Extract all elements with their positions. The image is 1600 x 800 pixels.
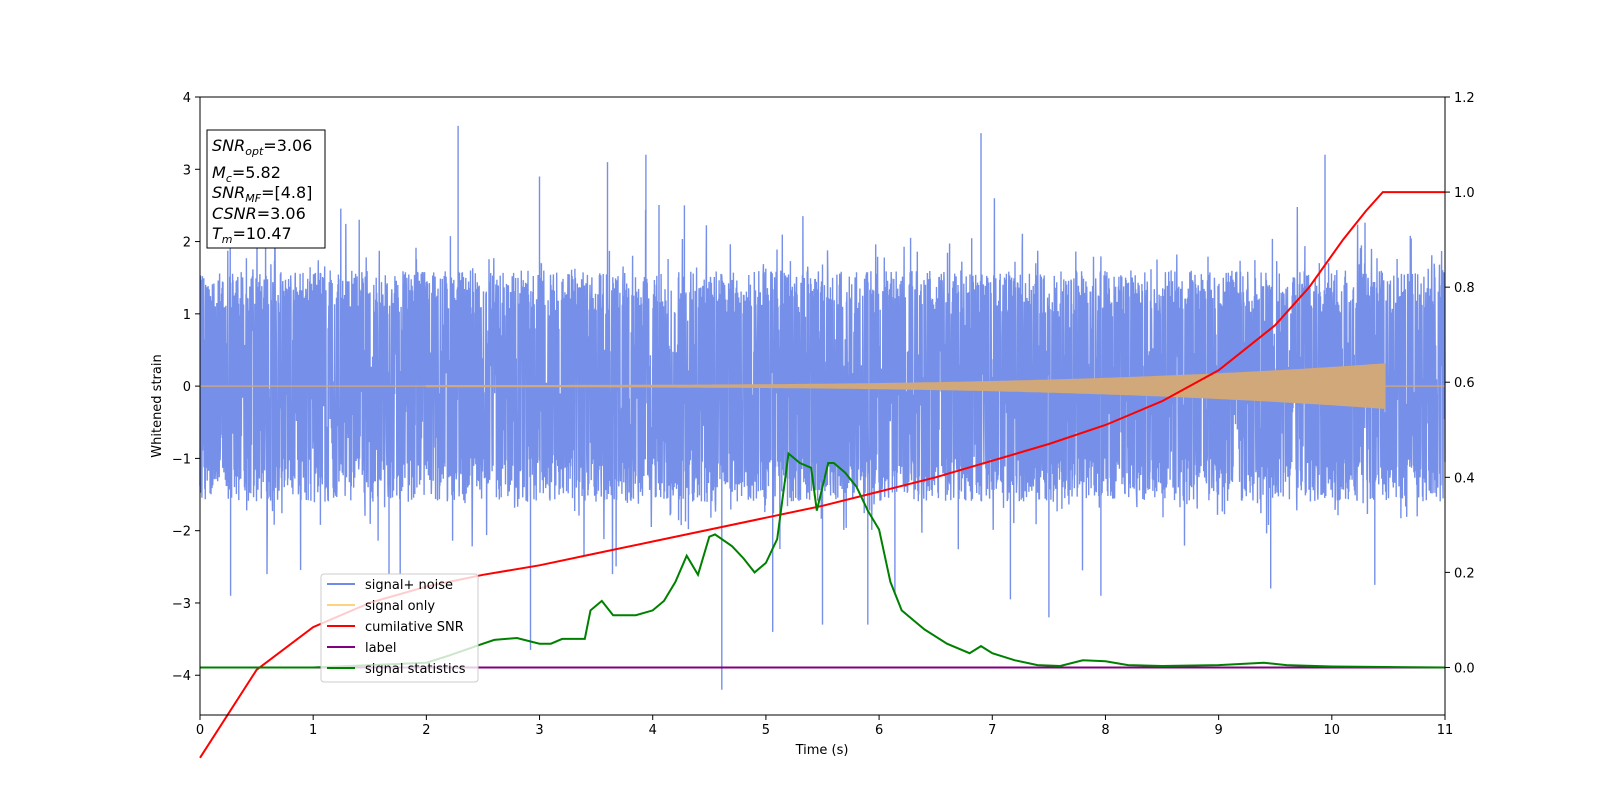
metrics-box-frame [206, 129, 326, 249]
axes-frame [199, 96, 1446, 716]
y-axis-label: Whitened strain [150, 354, 165, 457]
x-tick-label: 6 [875, 723, 883, 738]
x-tick-label: 1 [309, 723, 317, 738]
x-tick-label: 2 [422, 723, 430, 738]
y-tick-label: 0 [183, 380, 191, 395]
mc-text: Mc=5.82 [212, 163, 281, 185]
y2-tick-label: 1.0 [1454, 186, 1475, 201]
x-tick-label: 4 [649, 723, 657, 738]
csnr-text: CSNR=3.06 [212, 204, 306, 223]
y2-tick-label: 1.2 [1454, 91, 1475, 106]
x-tick-label: 7 [988, 723, 996, 738]
y2-tick-label: 0.0 [1454, 661, 1475, 676]
x-tick-label: 0 [196, 723, 204, 738]
x-tick-label: 10 [1324, 723, 1341, 738]
y-axis-right: 1.2 1.0 0.8 0.6 0.4 0.2 0.0 [1445, 91, 1475, 676]
y-tick-label: 4 [183, 91, 191, 106]
y2-tick-label: 0.6 [1454, 376, 1475, 391]
legend-label-signal-noise: signal+ noise [365, 578, 453, 593]
legend-label-label: label [365, 641, 396, 656]
y-tick-label: −2 [172, 525, 191, 540]
signal-only-chirp [426, 363, 1386, 409]
legend: signal+ noise signal only cumilative SNR… [320, 573, 479, 683]
y-tick-label: −1 [172, 452, 191, 467]
x-tick-label: 5 [762, 723, 770, 738]
y-tick-label: 2 [183, 236, 191, 251]
signal-statistics-line [200, 451, 1446, 669]
y-tick-label: 1 [183, 308, 191, 323]
x-tick-label: 8 [1101, 723, 1109, 738]
snr-opt-text: SNRopt=3.06 [212, 136, 312, 158]
y-axis-left: 4 3 2 1 0 −1 −2 −3 −4 [172, 91, 200, 684]
snr-mf-text: SNRMF=[4.8] [212, 183, 312, 205]
x-tick-label: 11 [1437, 723, 1454, 738]
legend-label-signal-only: signal only [365, 599, 435, 614]
legend-label-signal-statistics: signal statistics [365, 662, 466, 677]
y-tick-label: −3 [172, 597, 191, 612]
legend-frame [320, 573, 479, 683]
y-tick-label: −4 [172, 669, 191, 684]
y-tick-label: 3 [183, 163, 191, 178]
y2-tick-label: 0.2 [1454, 566, 1475, 581]
signal-only-series [200, 363, 1445, 409]
x-tick-label: 9 [1214, 723, 1222, 738]
y2-tick-label: 0.4 [1454, 471, 1475, 486]
legend-label-cumulative-snr: cumilative SNR [365, 620, 464, 635]
metrics-annotation-box: SNRopt=3.06 Mc=5.82 SNRMF=[4.8] CSNR=3.0… [206, 129, 326, 249]
tm-text: Tm=10.47 [212, 224, 292, 246]
x-axis: 0 1 2 3 4 5 6 7 8 9 10 11 [196, 715, 1453, 738]
x-axis-label: Time (s) [795, 743, 849, 758]
y2-tick-label: 0.8 [1454, 281, 1475, 296]
x-tick-label: 3 [535, 723, 543, 738]
